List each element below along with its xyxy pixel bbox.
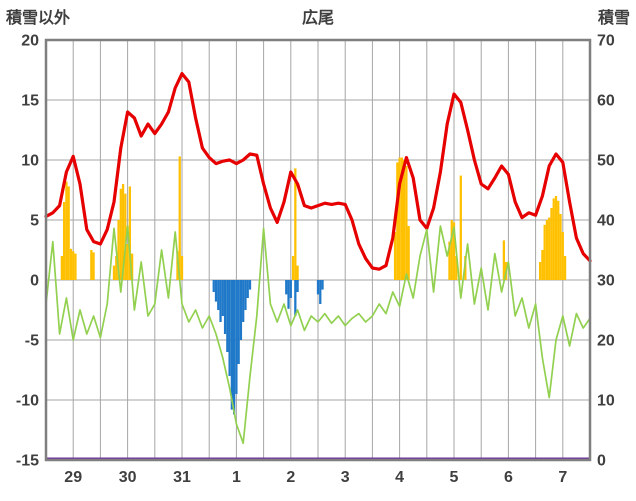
x-axis-day-labels: 29 30 31 1 2 3 4 5 6 7 bbox=[64, 469, 567, 486]
svg-text:1: 1 bbox=[232, 469, 241, 486]
svg-text:29: 29 bbox=[64, 469, 82, 486]
right-axis-title: 積雪 bbox=[597, 10, 630, 27]
svg-text:7: 7 bbox=[558, 469, 567, 486]
svg-text:4: 4 bbox=[395, 469, 404, 486]
svg-text:30: 30 bbox=[119, 469, 137, 486]
right-axis-ticks: 70 60 50 40 30 20 10 0 bbox=[597, 33, 615, 470]
svg-text:20: 20 bbox=[21, 33, 39, 50]
svg-text:0: 0 bbox=[30, 273, 39, 290]
chart-title: 広尾 bbox=[301, 10, 334, 27]
left-axis-ticks: 20 15 10 5 0 -5 -10 -15 bbox=[16, 33, 39, 470]
svg-text:5: 5 bbox=[450, 469, 459, 486]
svg-text:-15: -15 bbox=[16, 453, 39, 470]
svg-text:60: 60 bbox=[597, 93, 615, 110]
svg-text:10: 10 bbox=[21, 153, 39, 170]
svg-text:5: 5 bbox=[30, 213, 39, 230]
left-axis-title: 積雪以外 bbox=[6, 10, 71, 27]
svg-text:30: 30 bbox=[597, 273, 615, 290]
svg-text:15: 15 bbox=[21, 93, 39, 110]
svg-text:10: 10 bbox=[597, 393, 615, 410]
svg-text:3: 3 bbox=[341, 469, 350, 486]
svg-text:0: 0 bbox=[597, 453, 606, 470]
svg-text:-10: -10 bbox=[16, 393, 39, 410]
svg-text:20: 20 bbox=[597, 333, 615, 350]
temperature-line bbox=[44, 71, 592, 271]
svg-text:6: 6 bbox=[504, 469, 513, 486]
plot-border bbox=[44, 38, 592, 462]
orange-bars bbox=[60, 156, 567, 280]
blue-bars bbox=[212, 280, 324, 415]
svg-text:50: 50 bbox=[597, 153, 615, 170]
svg-text:70: 70 bbox=[597, 33, 615, 50]
svg-text:31: 31 bbox=[173, 469, 191, 486]
gridlines bbox=[46, 40, 590, 460]
svg-text:-5: -5 bbox=[25, 333, 39, 350]
green-param-line bbox=[45, 225, 591, 445]
svg-text:40: 40 bbox=[597, 213, 615, 230]
svg-text:2: 2 bbox=[286, 469, 295, 486]
